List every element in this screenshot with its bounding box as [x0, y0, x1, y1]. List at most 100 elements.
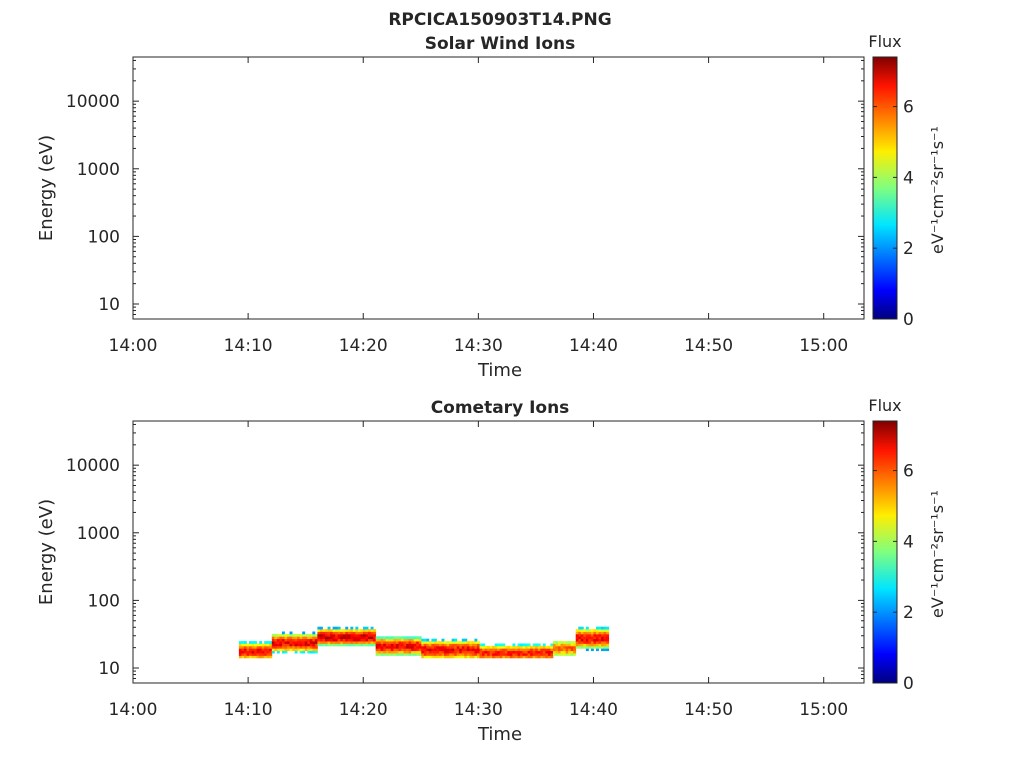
- heatmap-cell: [558, 653, 561, 656]
- heatmap-cell: [593, 645, 597, 649]
- heatmap-cell: [352, 629, 356, 632]
- heatmap-cell: [464, 643, 468, 647]
- heatmap-cell: [357, 643, 361, 647]
- heatmap-cell: [603, 645, 607, 649]
- heatmap-cell: [413, 653, 417, 656]
- heatmap-cell: [583, 641, 587, 644]
- heatmap-cell: [601, 631, 604, 635]
- heatmap-cell: [596, 641, 599, 644]
- heatmap-cell: [583, 636, 587, 640]
- heatmap-cell: [449, 645, 453, 649]
- heatmap-cell: [550, 650, 554, 654]
- heatmap-cell: [345, 643, 349, 647]
- heatmap-cell: [368, 638, 371, 642]
- heatmap-cell: [327, 641, 331, 644]
- heatmap-cell: [484, 650, 488, 654]
- heatmap-cell: [487, 645, 491, 649]
- heatmap-cell: [350, 638, 354, 642]
- x-tick-label: 14:10: [224, 700, 273, 720]
- heatmap-cell: [271, 636, 275, 640]
- heatmap-cell: [596, 648, 599, 652]
- heatmap-cell: [449, 650, 453, 654]
- heatmap-cell: [357, 638, 361, 642]
- heatmap-cell: [390, 636, 394, 640]
- heatmap-cell: [368, 633, 371, 637]
- heatmap-cell: [588, 636, 592, 640]
- heatmap-cell: [370, 638, 374, 642]
- heatmap-cell: [350, 631, 354, 635]
- heatmap-cell: [527, 643, 531, 647]
- heatmap-cell: [482, 648, 485, 652]
- heatmap-cell: [365, 636, 369, 640]
- heatmap-cell: [520, 655, 523, 659]
- heatmap-cell: [535, 648, 539, 652]
- heatmap-cell: [249, 653, 252, 656]
- heatmap-cell: [484, 645, 488, 649]
- heatmap-cell: [596, 638, 599, 642]
- heatmap-cell: [411, 641, 415, 644]
- heatmap-cell: [370, 633, 374, 637]
- heatmap-cell: [436, 653, 440, 656]
- heatmap-cell: [555, 645, 559, 649]
- heatmap-cell: [504, 653, 508, 656]
- heatmap-cell: [444, 645, 447, 649]
- heatmap-cell: [507, 650, 511, 654]
- heatmap-cell: [393, 643, 397, 647]
- heatmap-cell: [327, 633, 331, 637]
- heatmap-cell: [322, 641, 326, 644]
- heatmap-cell: [464, 650, 468, 654]
- heatmap-cell: [254, 650, 258, 654]
- heatmap-cell: [596, 636, 599, 640]
- heatmap-cell: [558, 645, 561, 649]
- heatmap-cell: [342, 631, 346, 635]
- heatmap-cell: [289, 631, 293, 635]
- heatmap-cell: [418, 650, 422, 654]
- heatmap-cell: [287, 648, 290, 652]
- heatmap-cell: [438, 650, 442, 654]
- heatmap-cell: [241, 653, 245, 656]
- heatmap-cell: [479, 648, 483, 652]
- heatmap-cell: [411, 638, 415, 642]
- heatmap-cell: [499, 650, 503, 654]
- heatmap-cell: [560, 645, 564, 649]
- heatmap-cell: [390, 648, 394, 652]
- heatmap-cell: [322, 633, 326, 637]
- heatmap-cell: [373, 636, 377, 640]
- heatmap-cell: [289, 643, 293, 647]
- heatmap-cell: [474, 638, 478, 642]
- heatmap-cell: [497, 645, 501, 649]
- heatmap-cell: [482, 653, 485, 656]
- heatmap-cell: [428, 641, 432, 644]
- heatmap-cell: [596, 626, 599, 630]
- heatmap-cell: [476, 650, 480, 654]
- heatmap-cell: [578, 626, 582, 630]
- heatmap-cell: [454, 645, 458, 649]
- heatmap-cell: [444, 641, 447, 644]
- heatmap-cell: [603, 626, 607, 630]
- heatmap-cell: [433, 641, 437, 644]
- heatmap-cell: [583, 638, 587, 642]
- heatmap-cell: [479, 645, 483, 649]
- heatmap-cell: [327, 626, 331, 630]
- heatmap-cell: [471, 645, 475, 649]
- heatmap-cell: [476, 643, 480, 647]
- x-tick-label: 15:00: [799, 700, 848, 720]
- heatmap-cell: [347, 633, 351, 637]
- heatmap-cell: [504, 655, 508, 659]
- heatmap-cell: [494, 650, 498, 654]
- heatmap-cell: [535, 650, 539, 654]
- heatmap-cell: [552, 645, 556, 649]
- heatmap-cell: [588, 645, 592, 649]
- heatmap-cell: [484, 653, 488, 656]
- heatmap-cell: [309, 648, 313, 652]
- heatmap-cell: [418, 648, 422, 652]
- heatmap-cell: [436, 641, 440, 644]
- heatmap-cell: [360, 629, 364, 632]
- heatmap-cell: [390, 638, 394, 642]
- heatmap-cell: [403, 638, 407, 642]
- heatmap-cell: [261, 650, 265, 654]
- heatmap-cell: [449, 648, 453, 652]
- heatmap-cell: [522, 655, 526, 659]
- heatmap-cell: [590, 648, 594, 652]
- heatmap-cell: [266, 641, 270, 644]
